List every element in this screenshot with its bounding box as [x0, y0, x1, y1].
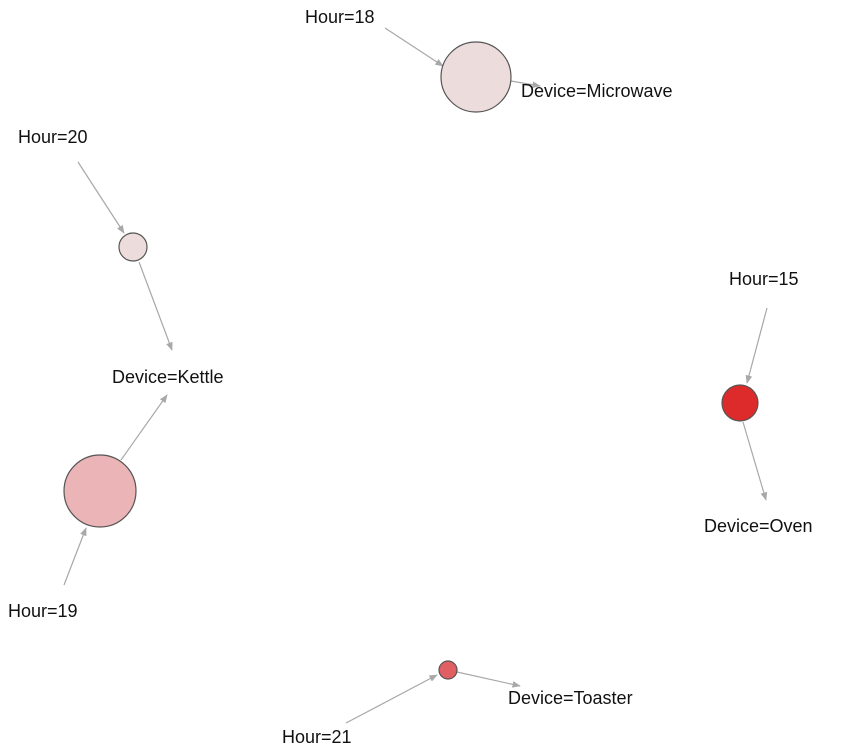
rule-node: [721, 384, 759, 422]
item-label: Hour=20: [18, 127, 88, 147]
edge: [456, 671, 521, 688]
edge: [510, 80, 541, 89]
rule-node: [440, 41, 512, 113]
rule-node: [118, 232, 148, 262]
item-label: Hour=19: [8, 601, 78, 621]
edge: [63, 527, 87, 586]
edge: [384, 27, 444, 67]
rule-node: [438, 660, 458, 680]
item-label: Hour=18: [305, 7, 375, 27]
edge: [345, 674, 438, 724]
item-label: Hour=15: [729, 269, 799, 289]
item-label: Hour=21: [282, 727, 352, 747]
edge: [745, 307, 768, 384]
edge: [742, 421, 768, 501]
item-label: Device=Toaster: [508, 688, 633, 708]
edge: [120, 394, 168, 461]
edge: [138, 261, 173, 351]
edge: [77, 161, 125, 234]
rule-node: [63, 454, 137, 528]
item-label: Device=Kettle: [112, 367, 224, 387]
item-label: Device=Oven: [704, 516, 813, 536]
item-label: Device=Microwave: [521, 81, 673, 101]
